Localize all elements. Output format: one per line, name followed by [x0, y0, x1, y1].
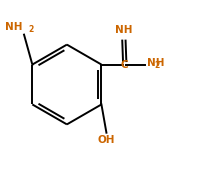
Text: OH: OH: [98, 135, 115, 145]
Text: NH: NH: [5, 22, 22, 32]
Text: NH: NH: [147, 58, 165, 68]
Text: NH: NH: [115, 25, 133, 35]
Text: C: C: [121, 59, 129, 70]
Text: 2: 2: [28, 25, 33, 34]
Text: 2: 2: [154, 61, 160, 70]
